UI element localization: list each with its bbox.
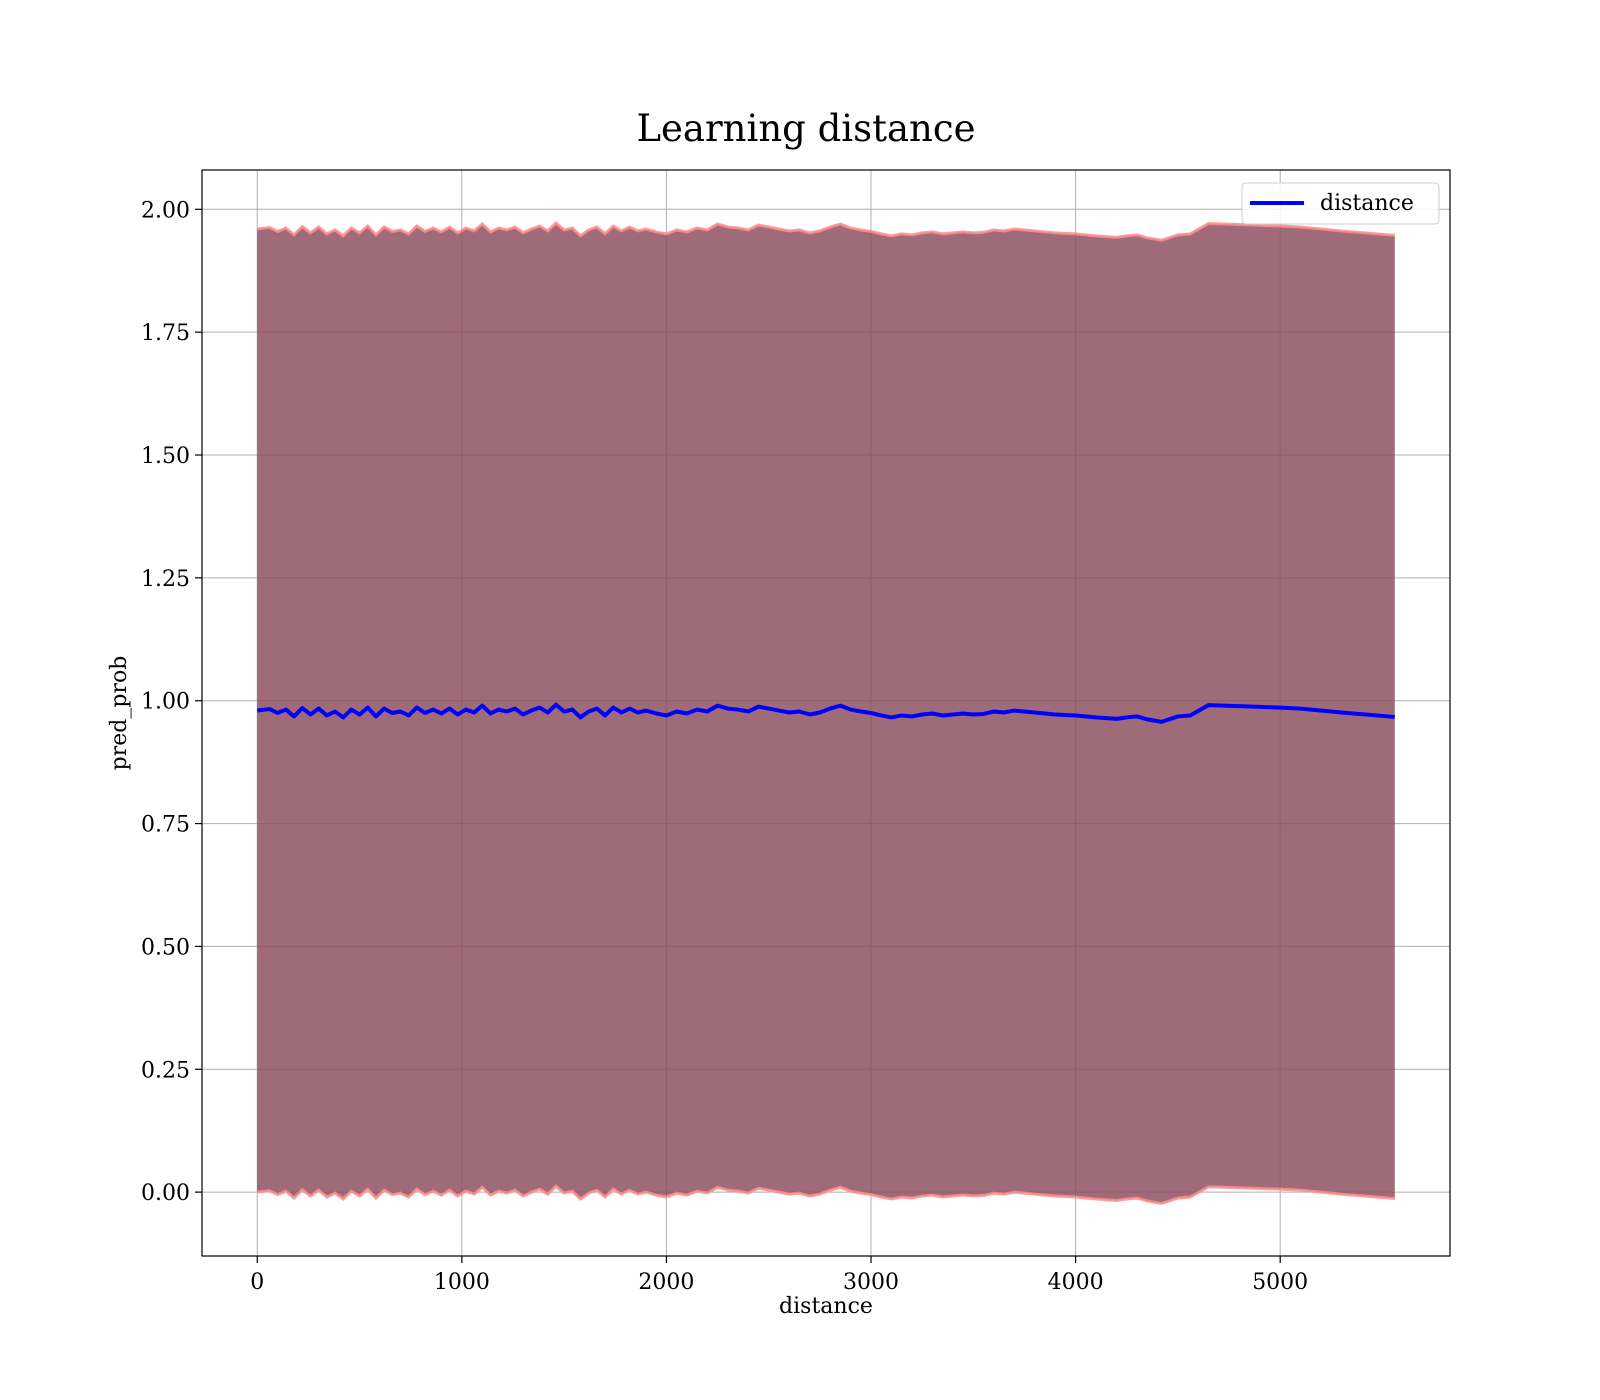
y-tick-label: 1.00 — [141, 690, 190, 715]
x-tick-label: 4000 — [1048, 1270, 1104, 1295]
y-axis-label: pred_prob — [107, 656, 132, 771]
uncertainty-band — [257, 223, 1395, 1204]
y-tick-label: 2.00 — [141, 198, 190, 223]
plot-area — [202, 170, 1450, 1256]
y-tick-label: 0.25 — [141, 1058, 190, 1083]
y-axis: 0.00 0.25 0.50 0.75 1.00 1.25 1.50 1.75 2.00 — [141, 198, 202, 1206]
series-line-distance — [257, 702, 1395, 724]
chart-title: Learning distance — [636, 107, 975, 150]
legend: distance — [1241, 182, 1440, 225]
x-tick-label: 0 — [250, 1270, 264, 1295]
y-tick-label: 0.00 — [141, 1181, 190, 1206]
line-layer — [257, 702, 1395, 724]
band-layer — [257, 221, 1395, 1205]
y-tick-label: 1.50 — [141, 444, 190, 469]
y-tick-label: 1.75 — [141, 321, 190, 346]
x-tick-label: 3000 — [843, 1270, 899, 1295]
band-lower-edge — [257, 1184, 1395, 1205]
x-axis: 0 1000 2000 3000 4000 5000 — [250, 1256, 1308, 1295]
x-tick-label: 5000 — [1252, 1270, 1308, 1295]
x-tick-label: 1000 — [434, 1270, 490, 1295]
x-axis-label: distance — [779, 1294, 873, 1319]
legend-box — [1241, 182, 1440, 225]
y-tick-label: 0.50 — [141, 935, 190, 960]
y-tick-label: 1.25 — [141, 567, 190, 592]
band-upper-edge — [257, 221, 1395, 242]
y-tick-label: 0.75 — [141, 813, 190, 838]
legend-label-distance: distance — [1320, 191, 1414, 216]
x-tick-label: 2000 — [638, 1270, 694, 1295]
plot-frame — [201, 169, 1451, 1257]
